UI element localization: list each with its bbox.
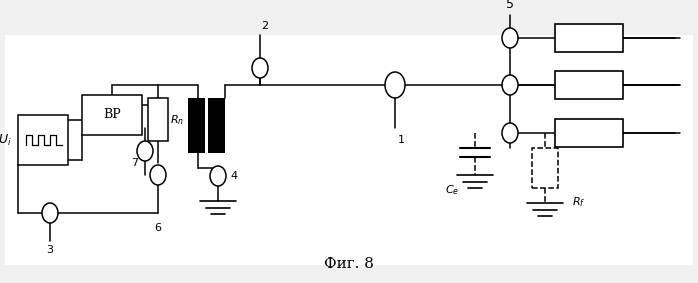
Bar [555,119,623,147]
Text: $C_e$: $C_e$ [445,183,459,197]
Bar [82,95,142,135]
Text: $U_i$: $U_i$ [0,132,12,147]
Ellipse shape [150,165,166,185]
Ellipse shape [42,203,58,223]
Text: 6: 6 [154,223,161,233]
Bar [148,98,168,141]
Text: BP: BP [103,108,121,121]
Ellipse shape [502,75,518,95]
Text: 1: 1 [398,135,405,145]
Bar [555,71,623,99]
Text: 3: 3 [47,245,54,255]
Ellipse shape [210,166,226,186]
Text: $R_n$: $R_n$ [170,113,184,127]
Ellipse shape [385,72,405,98]
Ellipse shape [252,58,268,78]
Ellipse shape [502,28,518,48]
Text: 7: 7 [131,158,138,168]
Bar [208,98,225,153]
Bar [555,24,623,52]
Bar [5,35,693,265]
Bar [532,148,558,188]
Text: $R_f$: $R_f$ [572,195,586,209]
Ellipse shape [502,123,518,143]
Text: 4: 4 [230,171,237,181]
Ellipse shape [137,141,153,161]
Text: 2: 2 [262,21,269,31]
Text: Фиг. 8: Фиг. 8 [324,257,374,271]
Text: 5: 5 [506,0,514,11]
Bar [188,98,205,153]
Bar [18,115,68,165]
